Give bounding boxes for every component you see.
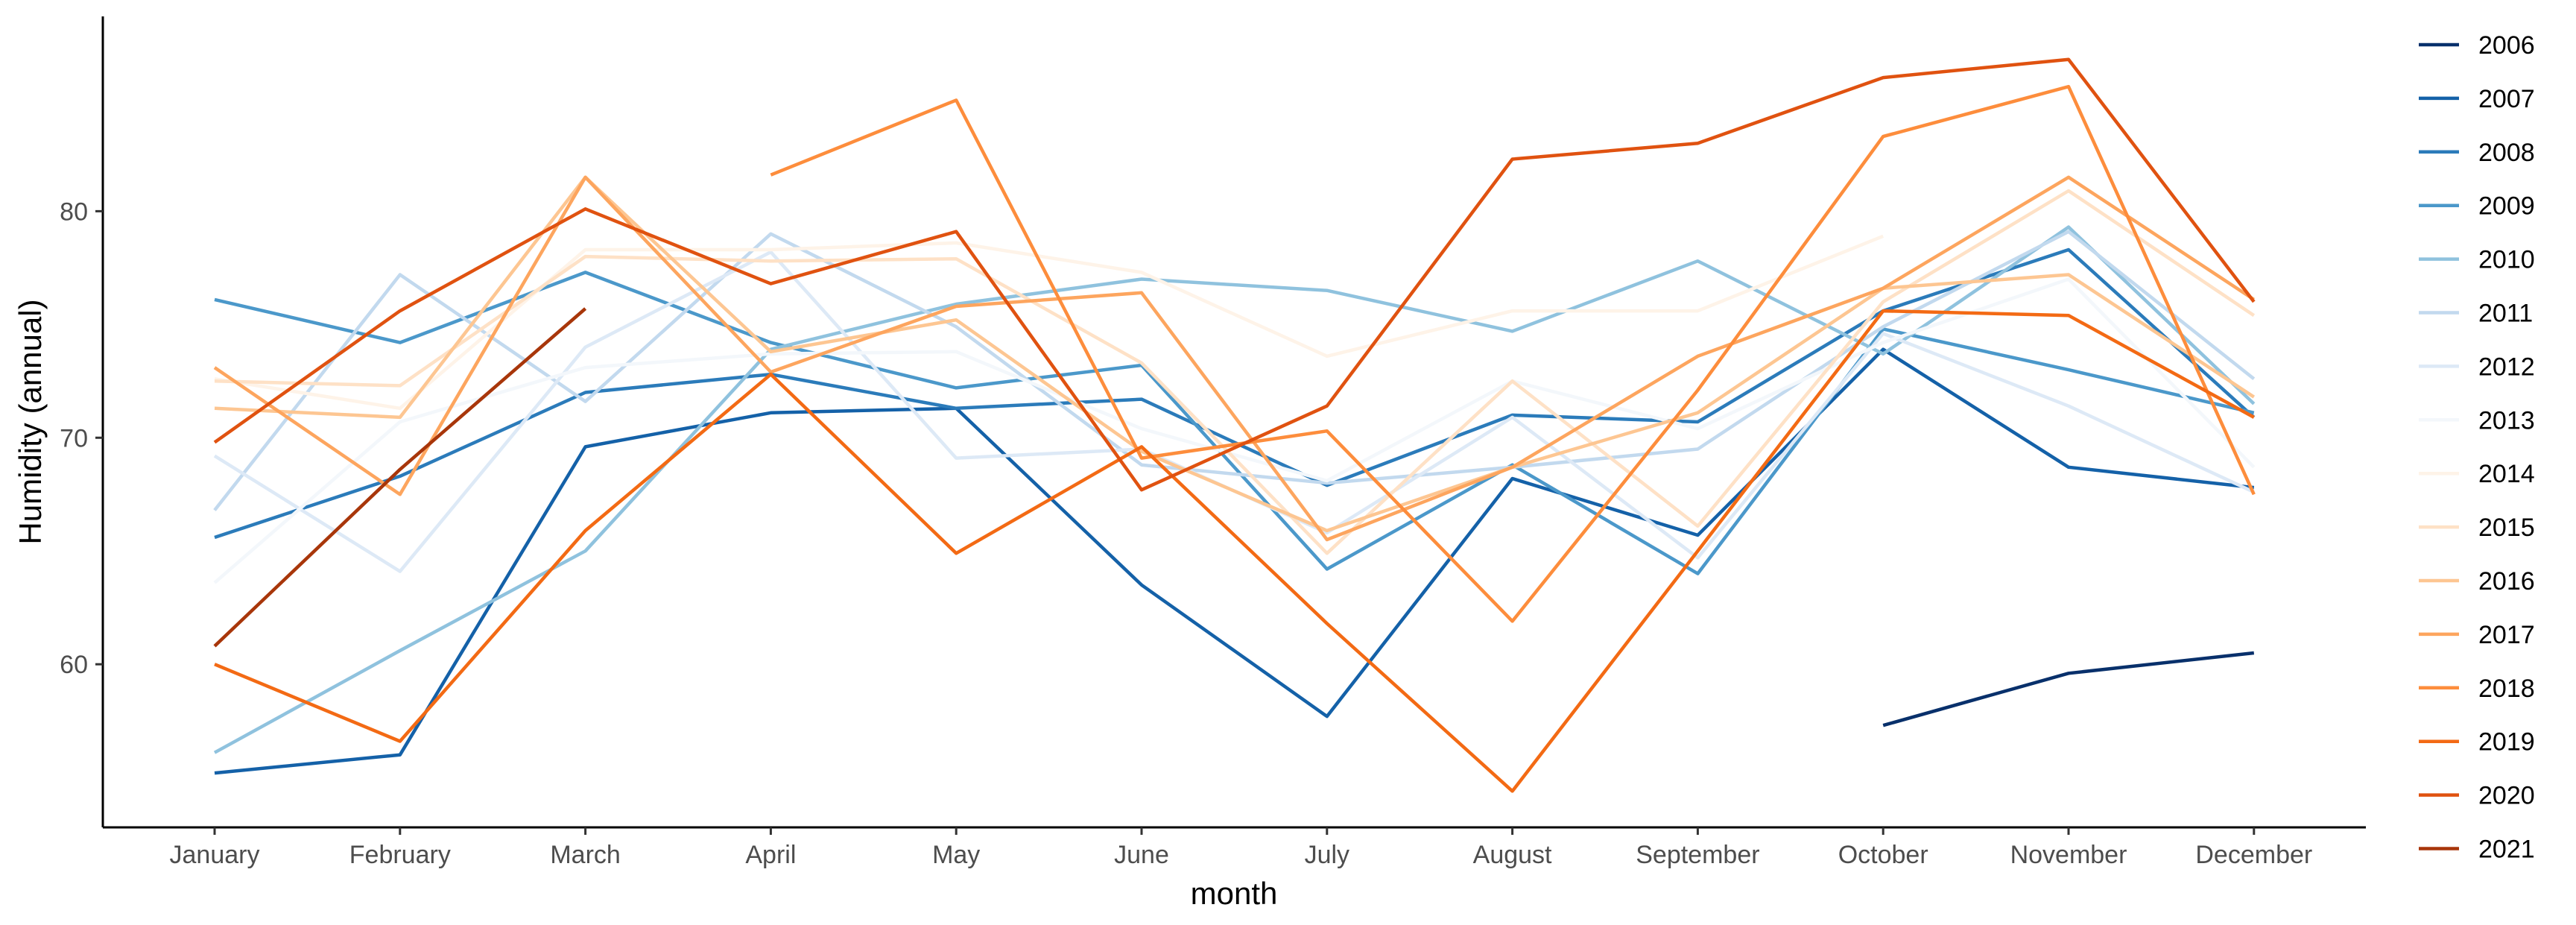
x-tick-label: July bbox=[1305, 841, 1349, 869]
legend-item-2007: 2007 bbox=[2419, 85, 2535, 113]
legend-item-2009: 2009 bbox=[2419, 192, 2535, 221]
x-tick-label: May bbox=[932, 841, 980, 869]
legend-label: 2020 bbox=[2478, 782, 2535, 810]
series-line-2016 bbox=[214, 175, 2256, 533]
x-tick-label: June bbox=[1114, 841, 1169, 869]
legend-item-2010: 2010 bbox=[2419, 246, 2535, 274]
legend-label: 2009 bbox=[2478, 192, 2535, 221]
legend-label: 2007 bbox=[2478, 85, 2535, 113]
x-tick-label: April bbox=[745, 841, 796, 869]
series-line-2020 bbox=[213, 57, 2256, 492]
x-tick-label: February bbox=[349, 841, 451, 869]
legend-item-2012: 2012 bbox=[2419, 353, 2535, 381]
x-tick-label: August bbox=[1473, 841, 1552, 869]
series-line-2008 bbox=[214, 247, 2256, 540]
legend-item-2021: 2021 bbox=[2419, 836, 2535, 864]
legend-label: 2015 bbox=[2478, 514, 2535, 542]
y-tick-label: 70 bbox=[60, 424, 88, 452]
series-line-2006 bbox=[1882, 651, 2255, 727]
legend-item-2018: 2018 bbox=[2419, 675, 2535, 703]
series-line-2007 bbox=[214, 347, 2255, 775]
x-tick-label: September bbox=[1636, 841, 1759, 869]
series-line-2015 bbox=[214, 189, 2256, 555]
x-tick-label: December bbox=[2195, 841, 2312, 869]
legend-item-2017: 2017 bbox=[2419, 621, 2535, 649]
legend-label: 2019 bbox=[2478, 728, 2535, 757]
legend-item-2019: 2019 bbox=[2419, 728, 2535, 757]
legend-item-2016: 2016 bbox=[2419, 567, 2535, 596]
x-tick-label: March bbox=[550, 841, 620, 869]
legend-label: 2011 bbox=[2478, 300, 2533, 328]
legend-item-2013: 2013 bbox=[2419, 406, 2535, 435]
series-line-2014 bbox=[214, 234, 1884, 411]
plot-lines bbox=[213, 57, 2256, 793]
legend-label: 2018 bbox=[2478, 675, 2535, 703]
y-tick-label: 80 bbox=[60, 198, 88, 226]
x-tick-label: November bbox=[2010, 841, 2127, 869]
series-line-2018 bbox=[770, 84, 2256, 623]
legend-label: 2013 bbox=[2478, 406, 2535, 435]
legend-item-2015: 2015 bbox=[2419, 514, 2535, 542]
y-axis-title: Humidity (annual) bbox=[13, 299, 48, 544]
legend-label: 2010 bbox=[2478, 246, 2535, 274]
legend: 2006 2007 2008 2009 2010 2011 2012 2013 2014 2015… bbox=[2419, 31, 2535, 864]
legend-item-2014: 2014 bbox=[2419, 460, 2535, 488]
series-line-2017 bbox=[213, 175, 2256, 542]
legend-label: 2008 bbox=[2478, 139, 2535, 167]
legend-label: 2017 bbox=[2478, 621, 2535, 649]
x-axis-ticks: January February March April May June July Augu… bbox=[170, 827, 2312, 869]
y-axis-ticks: 60 70 80 bbox=[60, 198, 103, 679]
legend-label: 2014 bbox=[2478, 460, 2535, 488]
series-line-2019 bbox=[214, 309, 2255, 793]
series-line-2009 bbox=[214, 271, 2255, 575]
legend-label: 2021 bbox=[2478, 836, 2535, 864]
legend-item-2020: 2020 bbox=[2419, 782, 2535, 810]
x-tick-label: October bbox=[1838, 841, 1928, 869]
legend-item-2011: 2011 bbox=[2419, 300, 2533, 328]
legend-label: 2016 bbox=[2478, 567, 2535, 596]
legend-label: 2006 bbox=[2478, 31, 2535, 60]
x-tick-label: January bbox=[170, 841, 260, 869]
series-line-2013 bbox=[213, 277, 2256, 584]
x-axis-title: month bbox=[1191, 876, 1278, 911]
legend-item-2006: 2006 bbox=[2419, 31, 2535, 60]
y-tick-label: 60 bbox=[60, 651, 88, 679]
legend-item-2008: 2008 bbox=[2419, 139, 2535, 167]
series-line-2021 bbox=[213, 307, 587, 648]
legend-label: 2012 bbox=[2478, 353, 2535, 381]
